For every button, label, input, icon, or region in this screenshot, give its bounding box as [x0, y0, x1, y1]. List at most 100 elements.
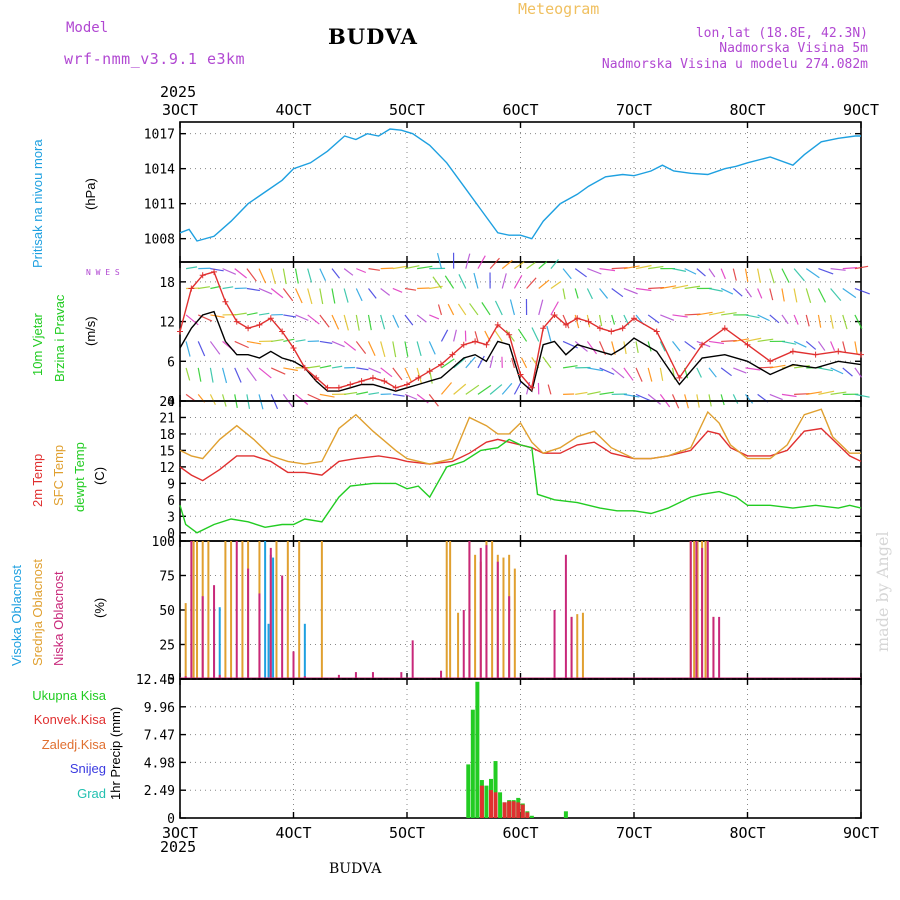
wind-barb: [282, 268, 287, 285]
cloud-bar-niska: [706, 541, 709, 679]
wind-barb: [246, 287, 260, 292]
wind-barb: [598, 314, 603, 327]
wind-barb: [805, 340, 817, 350]
wind-barb: [356, 268, 367, 274]
wind-barb: [494, 330, 503, 342]
bottom-x-label: 6OCT: [502, 824, 538, 842]
wind-barb: [575, 391, 588, 395]
wind-barb: [659, 341, 666, 352]
wind-barb: [854, 265, 869, 270]
wind-barb: [380, 314, 386, 330]
wind-barb: [781, 314, 789, 325]
wind-ytick-label: 6: [167, 355, 175, 370]
wind-barb: [647, 367, 653, 382]
wind-barb: [708, 367, 717, 378]
wind-barb: [817, 314, 822, 328]
wind-gust-marker: [721, 325, 728, 332]
wind-gust-marker: [562, 321, 569, 328]
wind-barb: [447, 303, 455, 316]
wind-barb: [331, 288, 336, 304]
wind-barb: [319, 365, 332, 369]
cloud-bar-srednja: [192, 541, 195, 679]
temp-title-1: 2m Temp: [30, 453, 45, 507]
wind-barb: [547, 384, 552, 395]
wind-barb: [842, 267, 858, 270]
wind-barb: [198, 286, 210, 290]
wind-barb: [428, 341, 436, 355]
wind-barb: [805, 314, 810, 327]
cloud-bar-srednja: [275, 541, 278, 679]
cloud-bar-visoka: [264, 541, 267, 679]
model-name: wrf-nmm_v3.9.1 e3km: [64, 50, 246, 68]
cloud-bar-srednja: [207, 541, 210, 679]
cloud-bar-niska: [354, 672, 357, 679]
wind-barb: [805, 288, 812, 304]
wind-barb: [270, 288, 284, 299]
precip-bar-konvek-kisa: [488, 790, 493, 818]
wind-barb: [185, 367, 191, 381]
cloud-bar-niska: [292, 651, 295, 679]
wind-barb: [368, 288, 377, 299]
wind-gust-marker: [574, 315, 581, 322]
precip-ytick-label: 0: [167, 812, 175, 827]
wind-barb: [440, 329, 449, 342]
wind-barb: [453, 329, 457, 342]
cloud-ytick-label: 25: [159, 639, 175, 654]
wind-barb: [355, 314, 360, 331]
temp-ytick-label: 21: [159, 411, 175, 426]
cloud-bar-niska: [337, 674, 340, 679]
wind-barb: [854, 314, 863, 330]
precip-ytick-label: 4.98: [144, 756, 175, 771]
wind-barb: [477, 384, 492, 395]
wind-barb: [501, 382, 513, 395]
wind-gust-marker: [608, 328, 615, 335]
precip-bar-konvek-kisa: [493, 792, 498, 818]
wind-barb: [520, 357, 528, 369]
wind-barb: [708, 287, 723, 292]
wind-barb: [283, 314, 297, 318]
wind-barb: [587, 367, 604, 372]
pressure-ytick-label: 1008: [144, 233, 175, 248]
wind-barb: [355, 288, 363, 302]
wind-barb: [457, 303, 467, 316]
wind-barb: [234, 340, 249, 349]
wind-barb: [465, 356, 476, 369]
wind-gust-marker: [279, 328, 286, 335]
wind-barb: [830, 341, 836, 351]
temp-ytick-label: 6: [167, 494, 175, 509]
wind-barb: [781, 340, 797, 345]
wind-barb: [307, 393, 323, 402]
wind-barb: [185, 393, 196, 402]
wind-barb: [793, 288, 798, 303]
wind-barb: [805, 268, 820, 279]
wind-barb: [830, 391, 847, 395]
wind-barb: [380, 267, 394, 270]
wind-barb: [477, 355, 485, 369]
wind-barb: [489, 384, 503, 395]
cloud-bar-niska: [468, 541, 471, 679]
wind-barb: [611, 314, 616, 325]
top-year-label: 2025: [160, 83, 197, 101]
wind-barb: [696, 367, 702, 378]
wind-barb: [258, 394, 264, 410]
cloud-unit: (%): [92, 597, 107, 618]
precip-bar-konvek-kisa: [525, 812, 530, 818]
wind-barb: [355, 341, 367, 354]
wind-barb: [842, 314, 848, 330]
wind-barb: [599, 391, 614, 395]
precip-title: 1hr Precip (mm): [108, 706, 123, 800]
wind-barb: [854, 287, 870, 295]
wind-gust-marker: [789, 348, 796, 355]
wind-barb: [511, 357, 515, 369]
elevation-label: Nadmorska Visina 5m: [719, 41, 868, 56]
model-label: Model: [66, 20, 109, 36]
wind-barb: [197, 341, 206, 357]
temp-unit: (C): [92, 466, 107, 485]
temp-ytick-label: 3: [167, 510, 175, 525]
wind-gust-marker: [517, 371, 524, 378]
wind-barb: [817, 288, 827, 303]
bottom-x-label: 4OCT: [275, 824, 311, 842]
wind-barb: [477, 255, 486, 269]
wind-barb: [319, 314, 330, 328]
wind-gust-marker: [596, 325, 603, 332]
